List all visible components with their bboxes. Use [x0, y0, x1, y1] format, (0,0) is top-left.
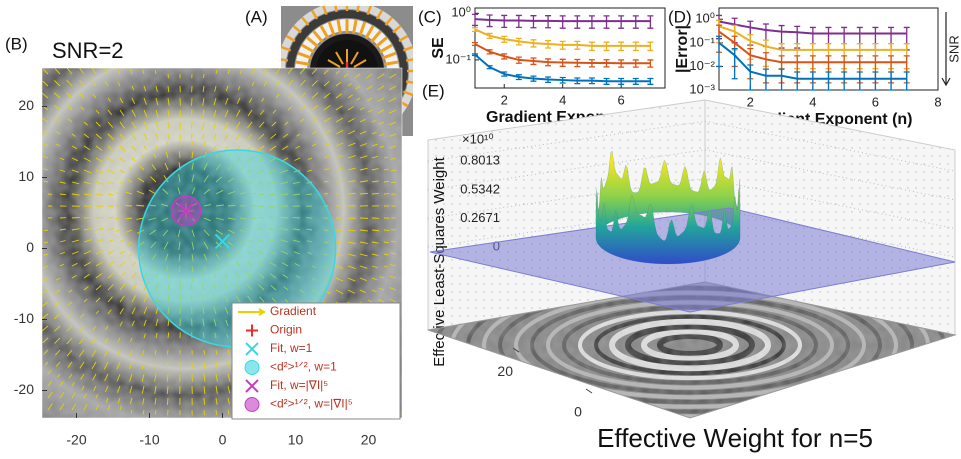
panel-label: (D): [668, 7, 692, 26]
legend-marker: [245, 398, 259, 412]
y-tick-label: 0: [26, 239, 34, 255]
y-tick-label: 10⁻¹: [445, 51, 471, 66]
x-tick-label: 6: [872, 94, 879, 109]
radius-circle: [171, 196, 200, 225]
y-tick-label: 20: [497, 363, 513, 379]
x-tick-label: -10: [139, 432, 159, 448]
gradient-arrow: [72, 217, 80, 218]
gradient-arrow: [278, 59, 288, 61]
y-tick-label: 10⁰: [695, 11, 715, 26]
chart-title: Effective Weight for n=5: [597, 423, 873, 453]
x-tick-label: 8: [934, 94, 941, 109]
gradient-arrow: [168, 74, 169, 78]
gradient-arrow: [191, 122, 192, 129]
z-tick-label: 0.5342: [460, 181, 500, 196]
panel-label: (C): [418, 7, 442, 26]
x-tick-label: 4: [809, 94, 816, 109]
gradient-arrow: [125, 205, 132, 206]
gradient-arrow: [357, 2, 359, 12]
x-tick-label: -20: [66, 432, 86, 448]
y-tick-label: -10: [14, 310, 34, 326]
y-tick-label: -20: [14, 381, 34, 397]
gradient-arrow: [167, 398, 168, 405]
panel-label: (E): [422, 81, 445, 100]
figure: (A)-20-1001020-20-1001020SNR=2GradientOr…: [0, 0, 961, 459]
legend-label: Gradient: [270, 304, 317, 318]
page: {"chart_data": [ {"type": "image", "labe…: [0, 0, 961, 459]
gradient-arrow: [384, 230, 389, 231]
x-tick-label: 10: [288, 432, 304, 448]
z-tick-label: 0.8013: [460, 153, 500, 168]
x-tick-label: 20: [361, 432, 377, 448]
y-tick: [586, 389, 592, 393]
gradient-arrow: [191, 110, 192, 118]
y-tick-label: 10⁻¹: [689, 34, 715, 49]
chart-title: SNR=2: [52, 38, 124, 63]
gradient-arrow: [44, 230, 48, 231]
y-tick-label: 20: [18, 97, 34, 113]
y-tick-label: 10⁻³: [689, 81, 715, 96]
gradient-arrow: [203, 74, 204, 78]
legend-marker: [245, 361, 259, 375]
gradient-arrow: [115, 218, 120, 219]
z-multiplier: ×10¹⁰: [462, 131, 494, 146]
panel-label: (B): [5, 34, 28, 53]
y-axis-label: |Error|: [674, 25, 691, 73]
legend-label: <d²>¹ᐟ², w=1: [270, 360, 337, 374]
x-tick-label: 4: [559, 92, 566, 107]
gradient-arrow: [335, 2, 337, 12]
z-tick-label: 0.2671: [460, 210, 500, 225]
y-axis-label: SE: [430, 37, 447, 59]
gradient-arrow: [96, 217, 103, 218]
gradient-arrow: [406, 59, 416, 61]
x-tick-label: 0: [219, 432, 227, 448]
legend-label: Fit, w=|∇I|⁵: [270, 378, 328, 392]
panel-label: (A): [245, 7, 268, 26]
legend-label: <d²>¹ᐟ², w=|∇I|⁵: [270, 397, 353, 411]
gradient-arrow: [192, 141, 193, 146]
x-tick-label: 6: [618, 92, 625, 107]
snr-label: SNR: [946, 35, 961, 62]
gradient-arrow: [108, 217, 113, 218]
x-tick-label: 2: [501, 92, 508, 107]
gradient-arrow: [204, 350, 205, 355]
gradient-arrow: [167, 350, 168, 354]
gradient-arrow: [84, 217, 92, 218]
legend-label: Origin: [270, 323, 302, 337]
gradient-arrow: [372, 193, 379, 194]
y-tick-label: 0: [574, 404, 582, 420]
x-tick-label: 2: [747, 94, 754, 109]
y-tick-label: 10⁻²: [689, 58, 715, 73]
y-tick-label: 10⁰: [451, 5, 471, 20]
gradient-arrow: [406, 81, 416, 83]
y-tick-label: 10: [18, 168, 34, 184]
legend-label: Fit, w=1: [270, 341, 313, 355]
